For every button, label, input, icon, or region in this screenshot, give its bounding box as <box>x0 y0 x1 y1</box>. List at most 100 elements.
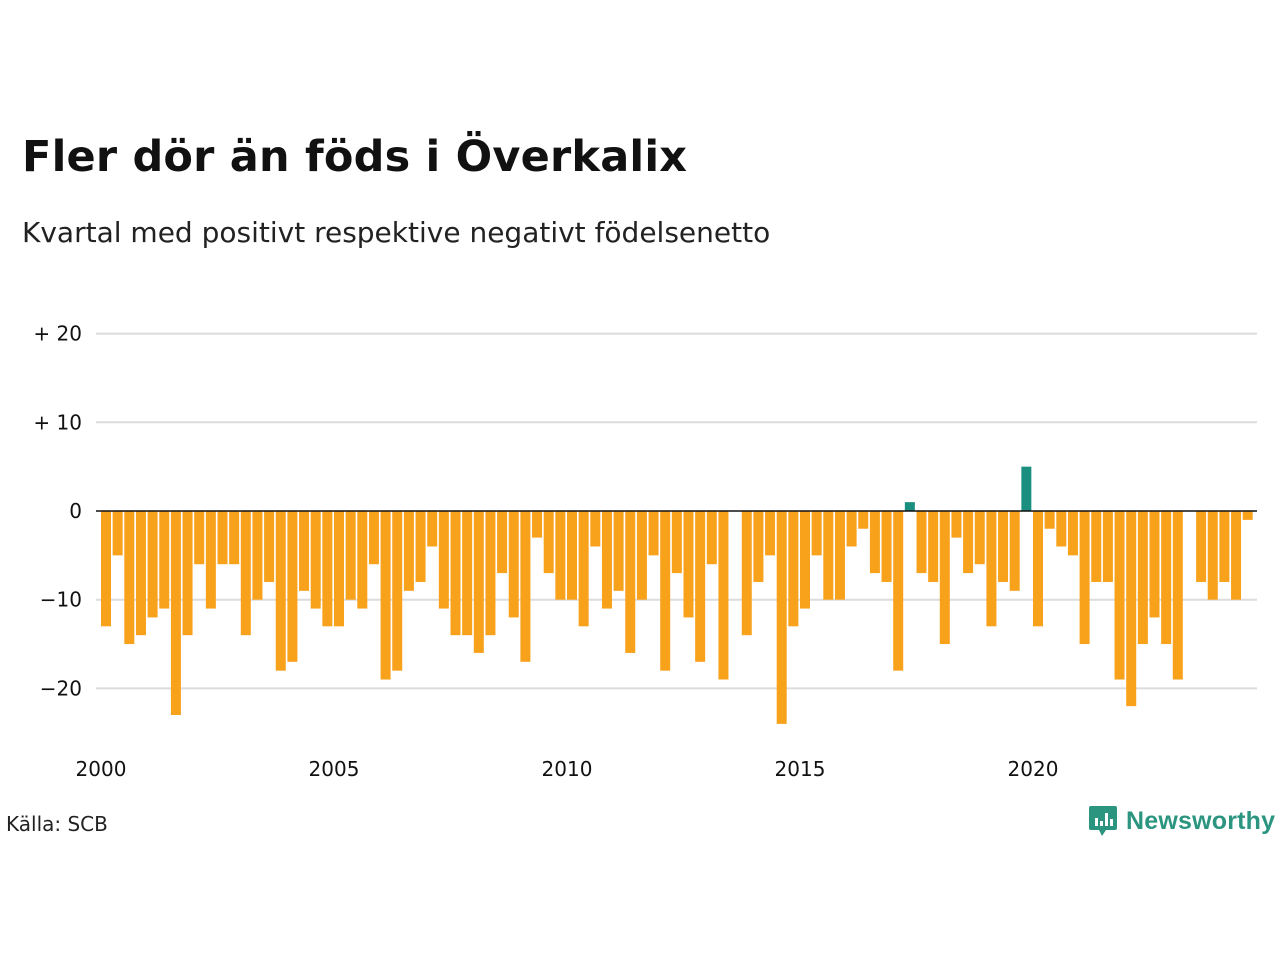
bar <box>427 511 438 547</box>
bar <box>403 511 414 591</box>
bars <box>101 466 1253 724</box>
bar <box>450 511 461 636</box>
bar <box>357 511 368 609</box>
bar <box>567 511 577 600</box>
bar <box>648 511 659 556</box>
bar <box>217 511 228 565</box>
bar <box>823 511 834 600</box>
x-axis: 2000 2005 2010 2015 2020 <box>76 757 1059 781</box>
bar <box>788 511 799 627</box>
bar <box>1056 511 1067 547</box>
bar <box>625 511 636 653</box>
bar <box>1172 511 1183 680</box>
bar <box>473 511 484 653</box>
bar <box>1033 511 1043 627</box>
bar <box>1196 511 1207 582</box>
bar <box>660 511 671 671</box>
bar <box>1044 511 1055 529</box>
x-tick-label: 2015 <box>775 757 826 781</box>
x-tick-label: 2005 <box>309 757 360 781</box>
bar <box>322 511 333 627</box>
bar <box>1067 511 1078 556</box>
bar <box>182 511 193 636</box>
bar <box>252 511 263 600</box>
bar <box>485 511 496 636</box>
bar <box>205 511 216 609</box>
y-tick-label: + 10 <box>33 410 82 434</box>
y-tick-label: −20 <box>40 676 82 700</box>
bar <box>776 511 787 724</box>
bar <box>765 511 776 556</box>
newsworthy-logo-icon <box>1089 806 1117 836</box>
bar <box>392 511 403 671</box>
y-axis: + 20 + 10 0 −10 −20 <box>33 322 82 701</box>
bar <box>555 511 566 600</box>
brand-logo: Newsworthy <box>1088 804 1275 838</box>
bar <box>939 511 950 645</box>
x-tick-label: 2000 <box>76 757 127 781</box>
bar <box>811 511 822 556</box>
bar <box>928 511 939 582</box>
bar <box>1102 511 1113 582</box>
bar <box>299 511 310 591</box>
bar <box>240 511 251 636</box>
bar <box>147 511 158 618</box>
bar <box>1126 511 1137 707</box>
bar <box>998 511 1009 582</box>
bar <box>578 511 589 627</box>
bar <box>264 511 275 582</box>
bar <box>718 511 729 680</box>
bar <box>951 511 962 538</box>
bar <box>601 511 612 609</box>
bar <box>800 511 810 609</box>
chart-subtitle: Kvartal med positivt respektive negativt… <box>22 216 771 249</box>
bar <box>834 511 845 600</box>
bar <box>753 511 764 582</box>
bar <box>368 511 379 565</box>
x-tick-label: 2010 <box>542 757 593 781</box>
bar <box>916 511 927 574</box>
bar <box>974 511 985 565</box>
bar <box>287 511 298 662</box>
bar <box>345 511 356 600</box>
bar <box>1161 511 1172 645</box>
bar <box>1114 511 1125 680</box>
bar <box>310 511 321 609</box>
bar <box>462 511 473 636</box>
bar <box>159 511 170 609</box>
bar <box>683 511 694 618</box>
bar <box>135 511 146 636</box>
bar <box>1149 511 1160 618</box>
bar <box>613 511 624 591</box>
bar <box>986 511 997 627</box>
x-tick-label: 2020 <box>1008 757 1059 781</box>
bar <box>706 511 717 565</box>
y-tick-label: 0 <box>69 499 82 523</box>
y-tick-label: −10 <box>40 588 82 612</box>
bar <box>112 511 123 556</box>
bar <box>846 511 857 547</box>
bar-chart: + 20 + 10 0 −10 −20 2000 2005 2010 2015 2020 <box>33 322 1257 781</box>
bar <box>893 511 904 671</box>
bar <box>229 511 240 565</box>
bar <box>497 511 508 574</box>
bar <box>636 511 647 600</box>
bar <box>1231 511 1242 600</box>
bar <box>741 511 752 636</box>
source-note: Källa: SCB <box>6 812 108 836</box>
bar <box>170 511 181 716</box>
bar <box>1091 511 1102 582</box>
chart-title: Fler dör än föds i Överkalix <box>22 132 688 182</box>
bar <box>415 511 426 582</box>
bar <box>869 511 880 574</box>
brand-name: Newsworthy <box>1126 806 1276 835</box>
bar <box>543 511 554 574</box>
bar <box>508 511 519 618</box>
bar <box>334 511 344 627</box>
bar <box>904 502 915 511</box>
bar <box>124 511 135 645</box>
bar <box>194 511 205 565</box>
bar <box>532 511 543 538</box>
y-tick-label: + 20 <box>33 322 82 346</box>
bar <box>695 511 706 662</box>
